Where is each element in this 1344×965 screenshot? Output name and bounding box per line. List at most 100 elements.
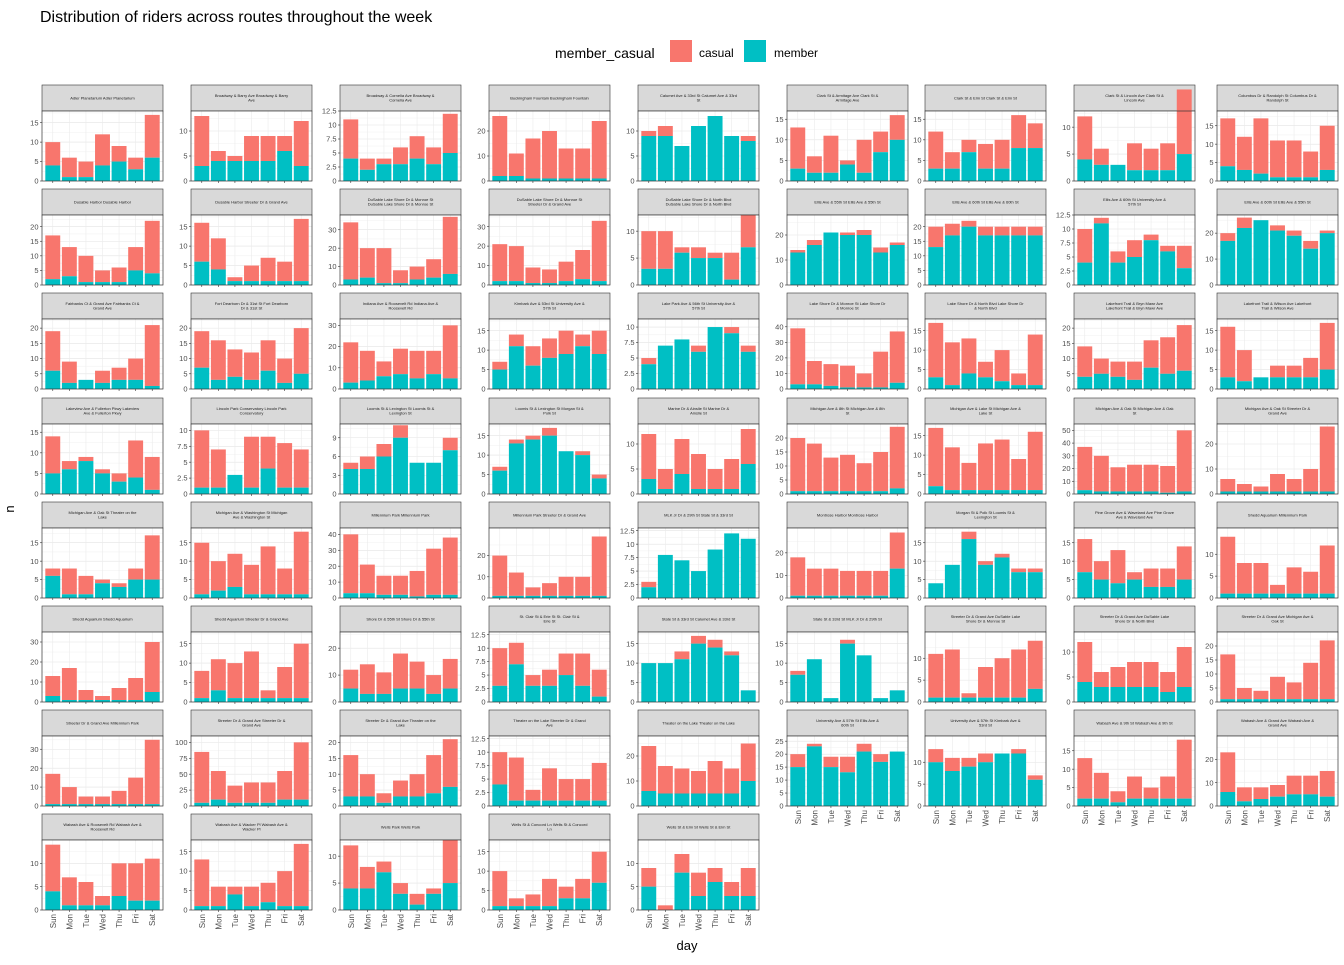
bar-member	[45, 575, 61, 598]
y-tick-label: 0	[481, 490, 485, 499]
bar-member	[210, 690, 226, 702]
bar-member	[1143, 798, 1159, 806]
y-tick-label: 0	[1209, 490, 1213, 499]
y-tick-label: 2.5	[475, 788, 485, 797]
bar-casual	[1027, 334, 1043, 386]
y-tick-label: 5	[34, 575, 38, 584]
bar-casual	[542, 338, 557, 358]
y-tick-label: 12.5	[1056, 211, 1071, 220]
bar-member	[376, 376, 392, 389]
bar-casual	[277, 871, 293, 907]
y-tick-label: 10	[775, 135, 783, 144]
bar-casual	[45, 142, 61, 166]
y-tick-label: 15	[30, 538, 38, 547]
y-tick-label: 30	[477, 222, 485, 231]
bar-casual	[1160, 568, 1176, 587]
bar-casual	[691, 771, 706, 794]
bar-member	[508, 281, 524, 285]
y-tick-label: 5	[34, 369, 38, 378]
x-tick-label: Tue	[1114, 809, 1123, 823]
bar-member	[591, 178, 607, 181]
bar-casual	[409, 774, 425, 797]
y-tick-label: 10	[179, 557, 187, 566]
y-tick-label: 15	[913, 237, 921, 246]
bar-casual	[944, 152, 960, 169]
bar-casual	[244, 564, 259, 595]
bar-casual	[194, 859, 210, 907]
facet-strip-label: Conservatory	[240, 411, 264, 416]
bar-casual	[111, 146, 127, 162]
x-tick-label: Thu	[413, 914, 422, 928]
facet-strip-label: Morgan St & Polk St Loomis St &	[956, 510, 1015, 515]
bar-member	[359, 380, 375, 389]
bar-member	[790, 491, 806, 494]
bar-member	[978, 762, 993, 806]
bar-casual	[393, 575, 408, 595]
bar-casual	[1286, 775, 1302, 795]
y-tick-label: 5	[630, 354, 634, 363]
x-tick-label: Mon	[948, 810, 957, 826]
bar-casual	[691, 635, 706, 644]
y-tick-label: 0	[183, 281, 187, 290]
y-tick-label: 0	[917, 281, 921, 290]
bar-member	[508, 595, 524, 598]
bar-casual	[244, 886, 259, 907]
facet-strip	[41, 292, 164, 320]
bar-member	[691, 643, 706, 702]
bar-member	[707, 793, 723, 806]
y-tick-label: 5	[183, 369, 187, 378]
bar-casual	[1319, 322, 1335, 370]
facet-strip	[339, 84, 462, 112]
bar-member	[293, 594, 309, 598]
y-tick-label: 20	[477, 127, 485, 136]
facet-panel: Lakefront Trail & Wilson Ave LakefrontTr…	[1205, 292, 1339, 394]
bar-casual	[1127, 572, 1142, 580]
bar-casual	[823, 568, 839, 596]
bar-casual	[1176, 245, 1192, 269]
facet-strip-label: Ellis Ave & 60th St University Ave &	[1103, 197, 1166, 202]
bar-member	[144, 579, 160, 598]
y-tick-label: 0	[1209, 385, 1213, 394]
facet-panel: Calumet Ave & 33rd St Calumet Ave & 33rd…	[626, 84, 760, 186]
bar-member	[426, 462, 442, 494]
bar-casual	[1011, 749, 1027, 754]
facet-panel: Lakeview Ave & Fullerton Pkwy LakeviewAv…	[30, 397, 164, 499]
y-tick-label: 0	[332, 906, 336, 915]
bar-casual	[707, 868, 723, 882]
bar-member	[961, 539, 977, 598]
bar-member	[944, 385, 960, 389]
y-tick-label: 7.5	[624, 338, 634, 347]
bar-member	[61, 382, 77, 389]
bar-casual	[542, 669, 557, 686]
bar-casual	[508, 439, 524, 444]
bar-casual	[426, 755, 442, 794]
bar-member	[1027, 779, 1043, 806]
y-tick-label: 20	[1062, 464, 1070, 473]
bar-casual	[293, 843, 309, 907]
y-tick-label: 10	[626, 540, 634, 549]
y-tick-label: 0	[1066, 177, 1070, 186]
facet-panel: Michigan Ave & 8th St Michigan Ave & 8th…	[775, 397, 909, 499]
bar-member	[978, 168, 993, 181]
bar-member	[1319, 491, 1335, 494]
x-tick-label: Mon	[810, 810, 819, 826]
facet-strip	[637, 501, 760, 529]
bar-casual	[840, 570, 855, 596]
bar-member	[144, 273, 160, 285]
bar-member	[293, 906, 309, 910]
y-tick-label: 30	[30, 638, 38, 647]
y-tick-label: 20	[328, 244, 336, 253]
bar-member	[128, 477, 144, 494]
bar-casual	[740, 743, 756, 781]
bar-casual	[409, 661, 425, 689]
facet-strip	[41, 605, 164, 633]
facet-strip-label: Lincoln Park Conservatory Lincoln Park	[216, 406, 286, 411]
bar-casual	[840, 454, 855, 492]
y-tick-label: 10	[179, 659, 187, 668]
x-tick-label: Sun	[794, 810, 803, 824]
bar-member	[95, 282, 110, 285]
bar-member	[724, 896, 740, 910]
bar-member	[1093, 164, 1109, 181]
bar-casual	[1077, 116, 1093, 160]
